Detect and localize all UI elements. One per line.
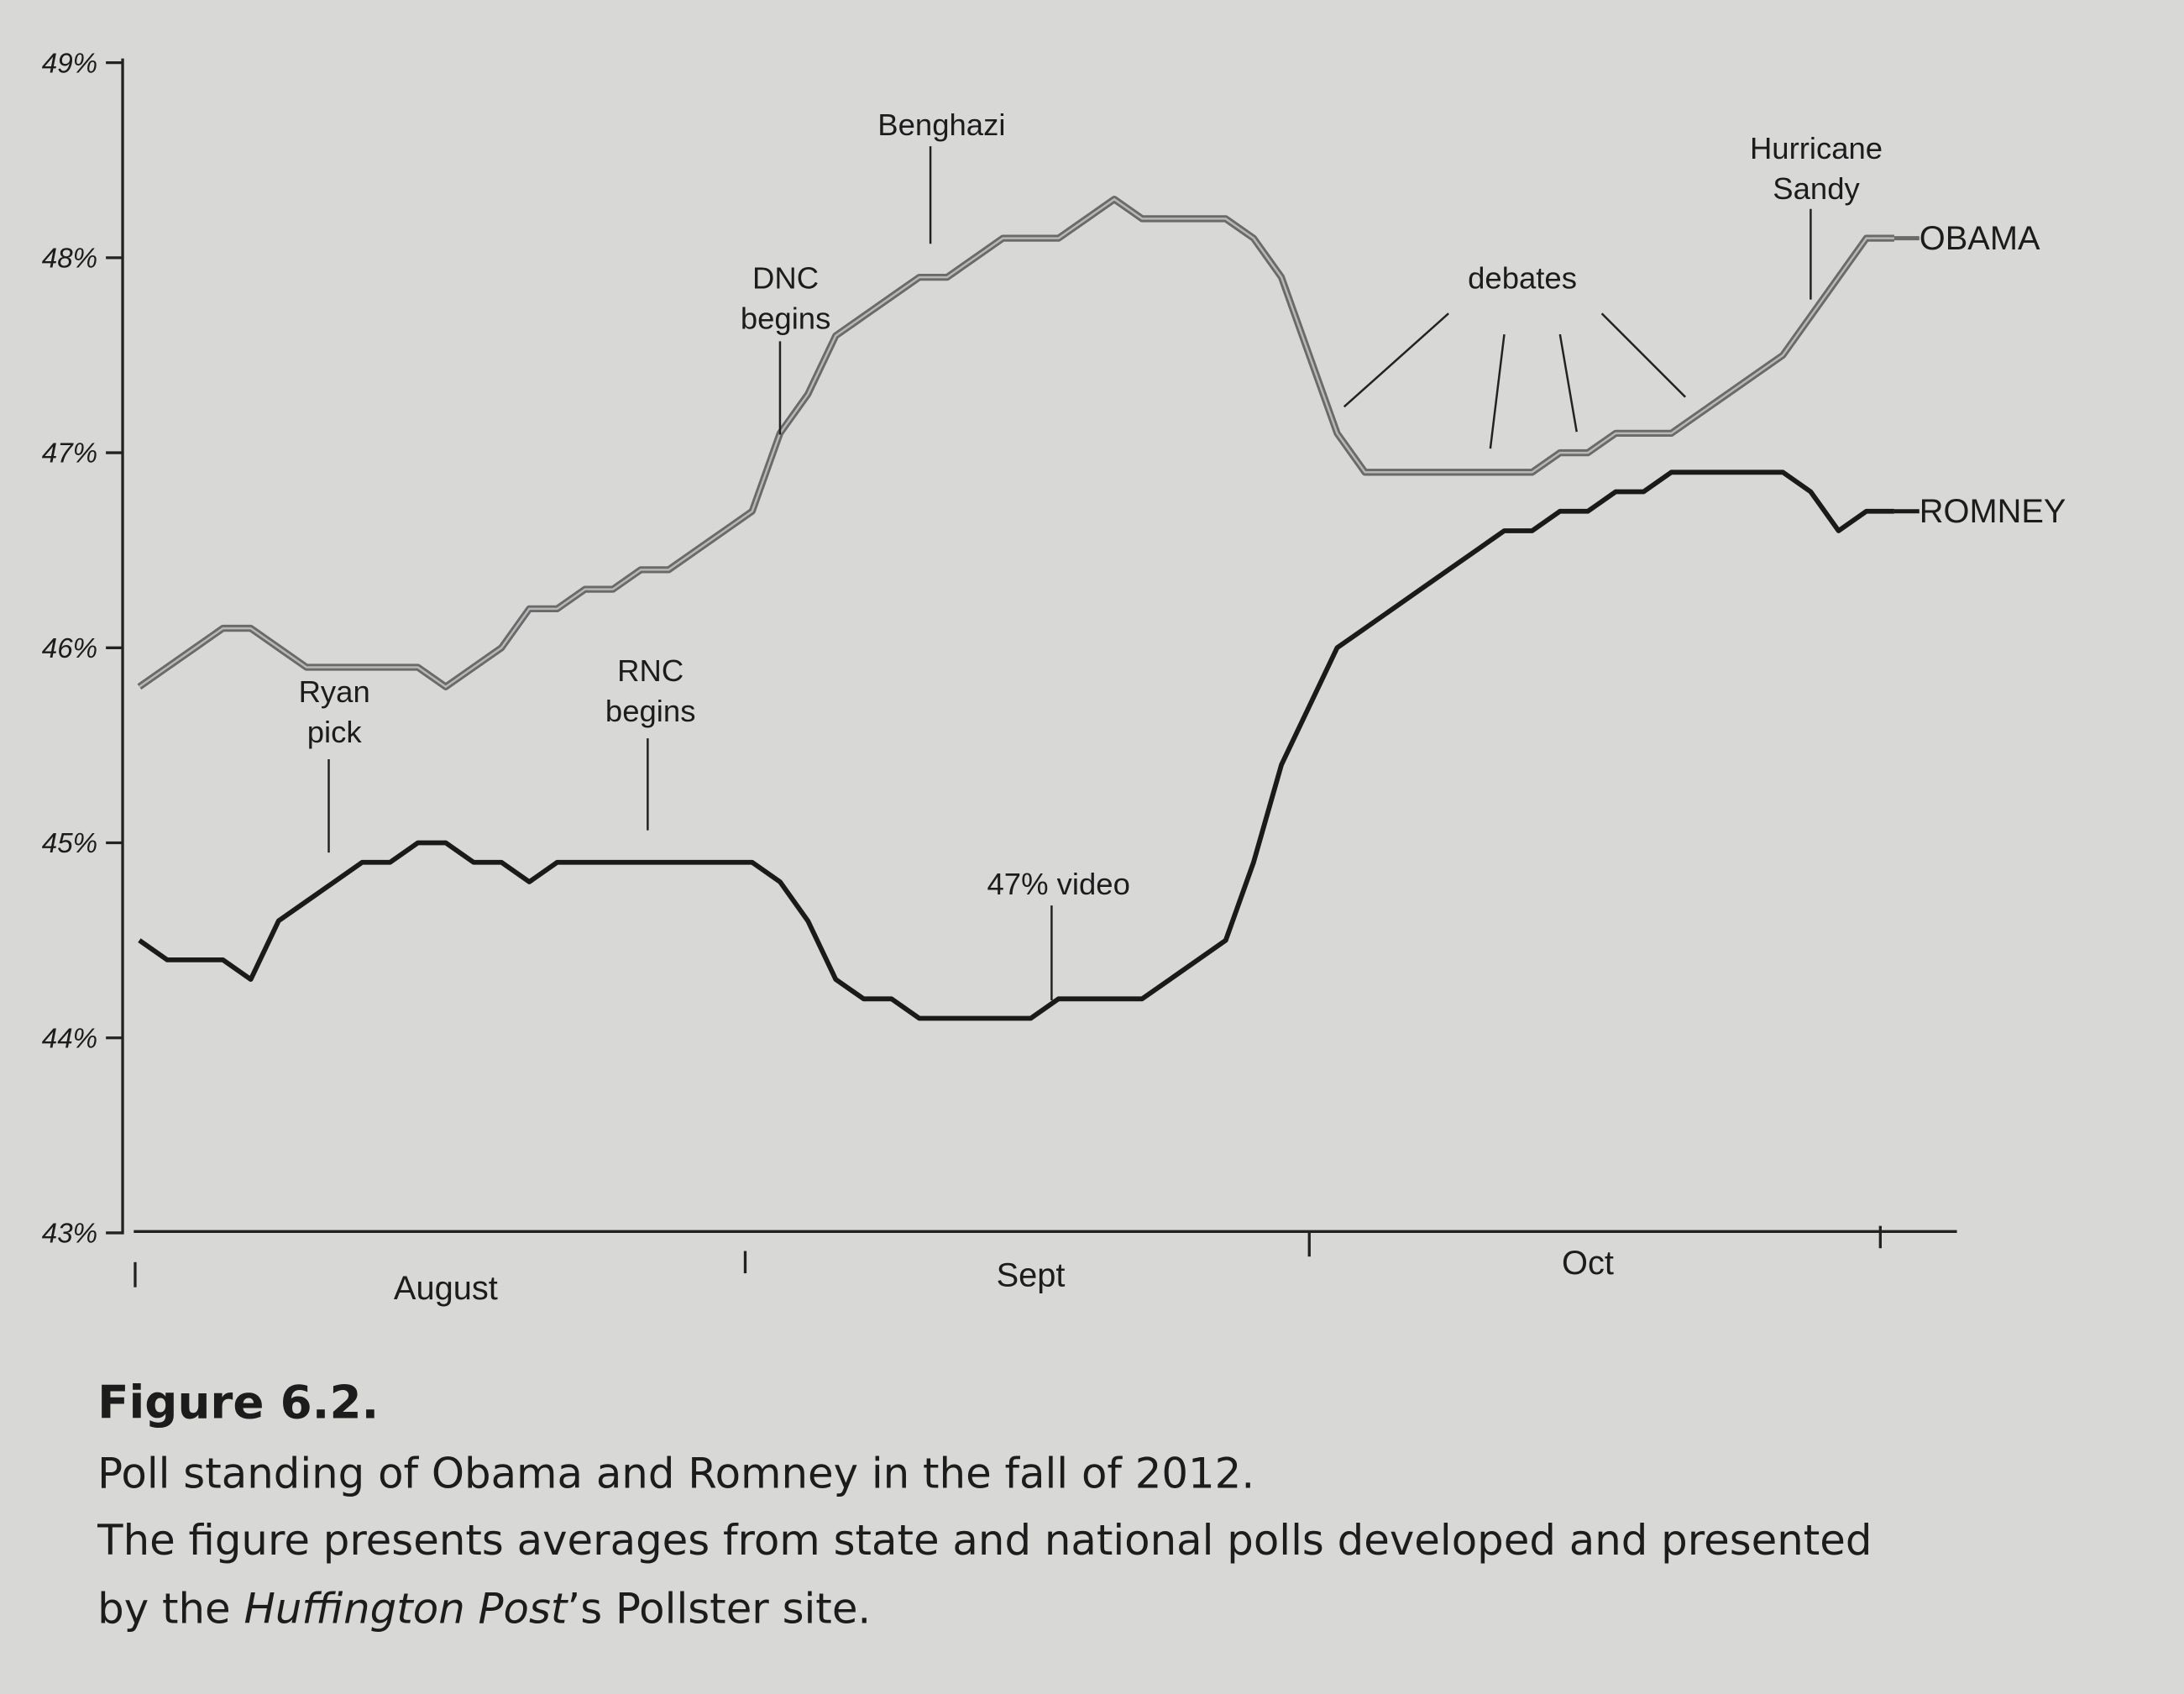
annotation: 47% video xyxy=(987,867,1129,901)
annotation: Ryan xyxy=(299,674,370,709)
annotation: RNC xyxy=(617,653,683,688)
annotation-leader xyxy=(1600,312,1686,398)
annotation-leader xyxy=(1558,333,1578,433)
annotation-leader xyxy=(1489,333,1506,449)
x-tick-label: August xyxy=(394,1270,498,1307)
annotation: debates xyxy=(1468,260,1577,295)
annotation: begins xyxy=(741,301,831,335)
caption-line: Poll standing of Obama and Romney in the… xyxy=(97,1450,1254,1498)
caption-part: by the xyxy=(97,1584,244,1633)
series-line-inner xyxy=(139,197,1894,689)
x-tick-label: Oct xyxy=(1562,1245,1614,1282)
y-tick-label: 44% xyxy=(42,1023,97,1054)
caption-line: The figure presents averages from state … xyxy=(97,1516,1872,1565)
y-tick-label: 46% xyxy=(42,633,97,664)
annotation: pick xyxy=(307,715,363,749)
y-tick-label: 47% xyxy=(42,438,97,469)
y-tick-label: 43% xyxy=(42,1219,97,1250)
annotation: begins xyxy=(605,694,696,728)
legend-label: OBAMA xyxy=(1920,220,2040,257)
series-line xyxy=(138,469,1894,1021)
y-tick-label: 45% xyxy=(42,828,97,859)
x-tick-label: Sept xyxy=(997,1257,1066,1294)
y-tick-label: 48% xyxy=(42,243,97,274)
legend-label: ROMNEY xyxy=(1920,493,2066,530)
annotation: Sandy xyxy=(1773,171,1860,206)
caption-part: Huffington Post xyxy=(244,1584,568,1633)
caption-part: ’s Pollster site. xyxy=(567,1584,871,1633)
annotation-leader xyxy=(1343,312,1449,408)
y-tick-label: 49% xyxy=(42,48,97,79)
annotation: DNC xyxy=(752,260,819,295)
caption-line: by the Huffington Post’s Pollster site. xyxy=(97,1584,871,1633)
annotation: Benghazi xyxy=(877,108,1005,142)
caption-label: Figure 6.2. xyxy=(97,1376,379,1429)
annotation: Hurricane xyxy=(1750,131,1883,165)
